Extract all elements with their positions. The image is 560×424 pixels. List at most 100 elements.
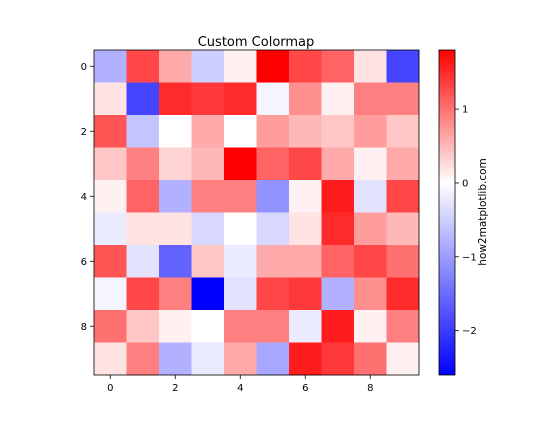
heatmap-cell [191, 82, 225, 116]
heatmap-cell [191, 342, 225, 376]
heatmap-cell [321, 50, 355, 83]
heatmap-cell [256, 115, 290, 148]
heatmap-cell [354, 115, 387, 148]
heatmap-cell [386, 212, 420, 246]
heatmap-cell [224, 82, 257, 116]
heatmap-cell [354, 212, 387, 246]
heatmap-cell [191, 310, 225, 343]
heatmap-cell [256, 50, 290, 83]
heatmap-cell [224, 277, 257, 311]
heatmap-cell [354, 180, 387, 213]
heatmap-cell [289, 245, 322, 278]
heatmap-cell [126, 82, 160, 116]
heatmap-cell [321, 310, 355, 343]
heatmap-cell [224, 342, 257, 376]
colorbar-tick-label: −2 [462, 326, 477, 337]
heatmap-cell [126, 212, 160, 246]
y-tick-label: 8 [81, 322, 87, 333]
heatmap-cell [321, 147, 355, 181]
heatmap-cell [94, 82, 127, 116]
heatmap-cell [191, 245, 225, 278]
heatmap-cell [191, 212, 225, 246]
heatmap-cell [224, 212, 257, 246]
heatmap-cell [94, 115, 127, 148]
colorbar-tick-label: 1 [462, 105, 468, 116]
heatmap-cell [354, 147, 387, 181]
heatmap-cell [354, 310, 387, 343]
y-tick-label: 0 [81, 62, 87, 73]
colorbar-tick-label: −1 [462, 252, 477, 263]
heatmap-cell [94, 245, 127, 278]
heatmap-cell [126, 50, 160, 83]
heatmap-cell [126, 245, 160, 278]
heatmap-cell [256, 245, 290, 278]
heatmap-cell [321, 180, 355, 213]
colorbar-label: how2matplotlib.com [477, 158, 489, 266]
heatmap-cell [159, 82, 192, 116]
heatmap-cell [191, 147, 225, 181]
heatmap-cell [159, 212, 192, 246]
heatmap-cell [289, 147, 322, 181]
colorbar-ticks: 1 0 −1 −2 [455, 105, 477, 337]
heatmap-cell [256, 212, 290, 246]
heatmap-cell [224, 180, 257, 213]
y-axis-ticks: 0 2 4 6 8 [81, 62, 94, 333]
heatmap-cell [289, 212, 322, 246]
heatmap-cell [159, 277, 192, 311]
heatmap-cell [159, 50, 192, 83]
heatmap-cell [386, 82, 420, 116]
heatmap-cell [386, 310, 420, 343]
heatmap-cells [94, 50, 420, 376]
heatmap-cell [289, 50, 322, 83]
heatmap-cell [321, 212, 355, 246]
heatmap-cell [289, 115, 322, 148]
heatmap-cell [94, 342, 127, 376]
heatmap-cell [126, 147, 160, 181]
heatmap-cell [94, 180, 127, 213]
heatmap-cell [224, 245, 257, 278]
colorbar-tick-label: 0 [462, 178, 468, 189]
x-tick-label: 8 [367, 383, 373, 394]
heatmap-cell [94, 310, 127, 343]
heatmap-cell [354, 277, 387, 311]
heatmap-cell [224, 147, 257, 181]
heatmap-cell [94, 212, 127, 246]
y-tick-label: 6 [81, 257, 87, 268]
heatmap-cell [354, 82, 387, 116]
x-tick-label: 0 [107, 383, 113, 394]
heatmap-cell [256, 277, 290, 311]
heatmap-cell [386, 342, 420, 376]
x-axis-ticks: 0 2 4 6 8 [107, 375, 373, 394]
heatmap-cell [94, 50, 127, 83]
heatmap-cell [386, 180, 420, 213]
heatmap-cell [159, 147, 192, 181]
y-tick-label: 2 [81, 127, 87, 138]
heatmap-cell [289, 277, 322, 311]
heatmap-cell [256, 147, 290, 181]
heatmap-cell [126, 115, 160, 148]
heatmap-cell [321, 342, 355, 376]
heatmap-cell [321, 115, 355, 148]
heatmap-cell [256, 82, 290, 116]
heatmap-cell [386, 115, 420, 148]
heatmap-cell [354, 342, 387, 376]
heatmap-frame [93, 49, 420, 376]
heatmap-cell [289, 310, 322, 343]
heatmap-cell [289, 342, 322, 376]
heatmap-cell [191, 180, 225, 213]
heatmap-cell [159, 115, 192, 148]
heatmap-cell [191, 115, 225, 148]
colorbar [438, 49, 456, 376]
heatmap-cell [256, 342, 290, 376]
heatmap-cell [94, 147, 127, 181]
heatmap-cell [191, 277, 225, 311]
heatmap-cell [224, 115, 257, 148]
heatmap-cell [191, 50, 225, 83]
heatmap-cell [321, 277, 355, 311]
heatmap-cell [289, 180, 322, 213]
heatmap-cell [386, 245, 420, 278]
heatmap-cell [321, 245, 355, 278]
heatmap-cell [256, 310, 290, 343]
chart-title: Custom Colormap [198, 35, 315, 50]
